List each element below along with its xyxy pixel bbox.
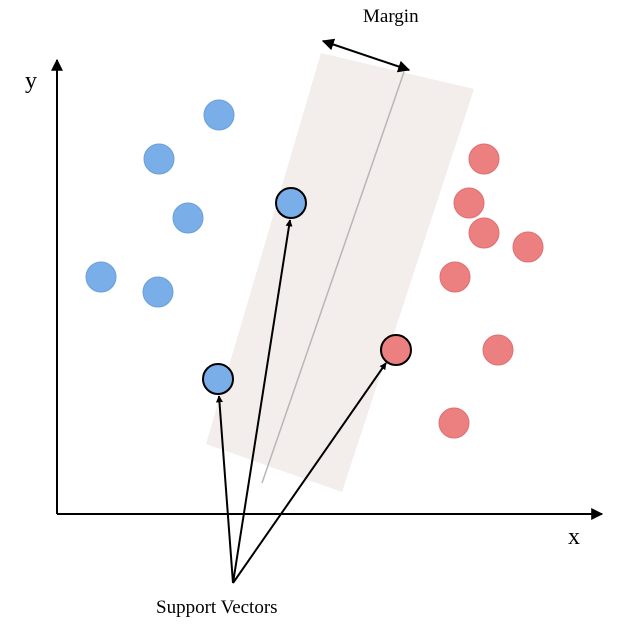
margin-band [206, 53, 474, 492]
red-point [453, 187, 485, 219]
support-vectors-label: Support Vectors [156, 597, 278, 618]
blue-point [85, 261, 117, 293]
arrow-to-red [232, 362, 387, 584]
margin-width-arrow [321, 38, 411, 73]
red-point [439, 261, 471, 293]
y-axis-label: y [25, 68, 37, 94]
support-vector-arrows [215, 219, 387, 584]
support-vector-blue-lower [202, 363, 234, 395]
arrow-to-lower-blue [215, 395, 234, 584]
red-point [512, 231, 544, 263]
margin-label: Margin [363, 6, 419, 27]
blue-point [143, 143, 175, 175]
hyperplane-line [261, 71, 405, 484]
support-vector-blue-upper [275, 187, 307, 219]
blue-point [142, 276, 174, 308]
red-point [468, 143, 500, 175]
red-class-points [438, 143, 544, 439]
blue-point [172, 202, 204, 234]
x-axis-label: x [568, 524, 580, 550]
arrow-to-upper-blue [232, 219, 293, 584]
red-point [468, 217, 500, 249]
red-point [482, 334, 514, 366]
red-point [438, 407, 470, 439]
blue-point [203, 99, 235, 131]
blue-class-points [85, 99, 235, 308]
support-vector-red [380, 334, 412, 366]
